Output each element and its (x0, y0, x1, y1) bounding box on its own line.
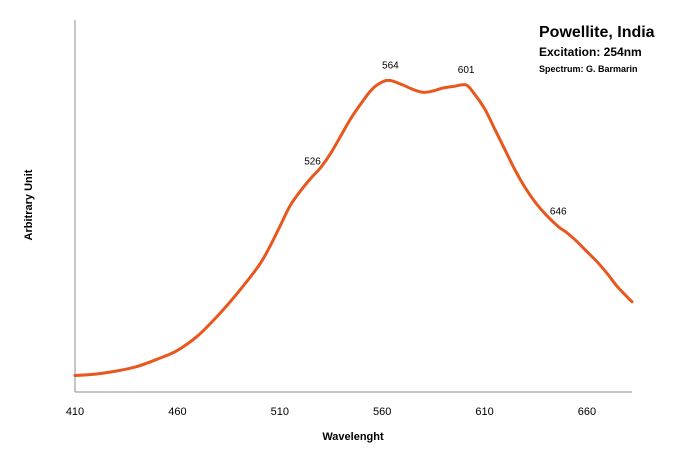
chart-credit: Spectrum: G. Barmarin (539, 64, 638, 74)
x-tick-label: 510 (271, 406, 289, 418)
chart-subtitle: Excitation: 254nm (539, 45, 642, 59)
x-tick-label: 660 (578, 406, 596, 418)
peak-label: 646 (550, 207, 567, 218)
y-axis-title: Arbitrary Unit (23, 169, 35, 240)
x-tick-label: 560 (373, 406, 391, 418)
x-tick-labels: 410 460 510 560 610 660 (66, 406, 596, 418)
peak-label: 526 (304, 156, 321, 167)
x-axis-title: Wavelenght (322, 431, 384, 443)
chart-title: Powellite, India (539, 24, 655, 41)
x-tick-label: 610 (475, 406, 493, 418)
peak-labels: 526 564 601 646 (304, 61, 567, 218)
series-line (73, 78, 634, 377)
x-tick-label: 460 (168, 406, 186, 418)
peak-label: 601 (458, 65, 475, 76)
x-tick-label: 410 (66, 406, 84, 418)
peak-label: 564 (382, 61, 399, 72)
